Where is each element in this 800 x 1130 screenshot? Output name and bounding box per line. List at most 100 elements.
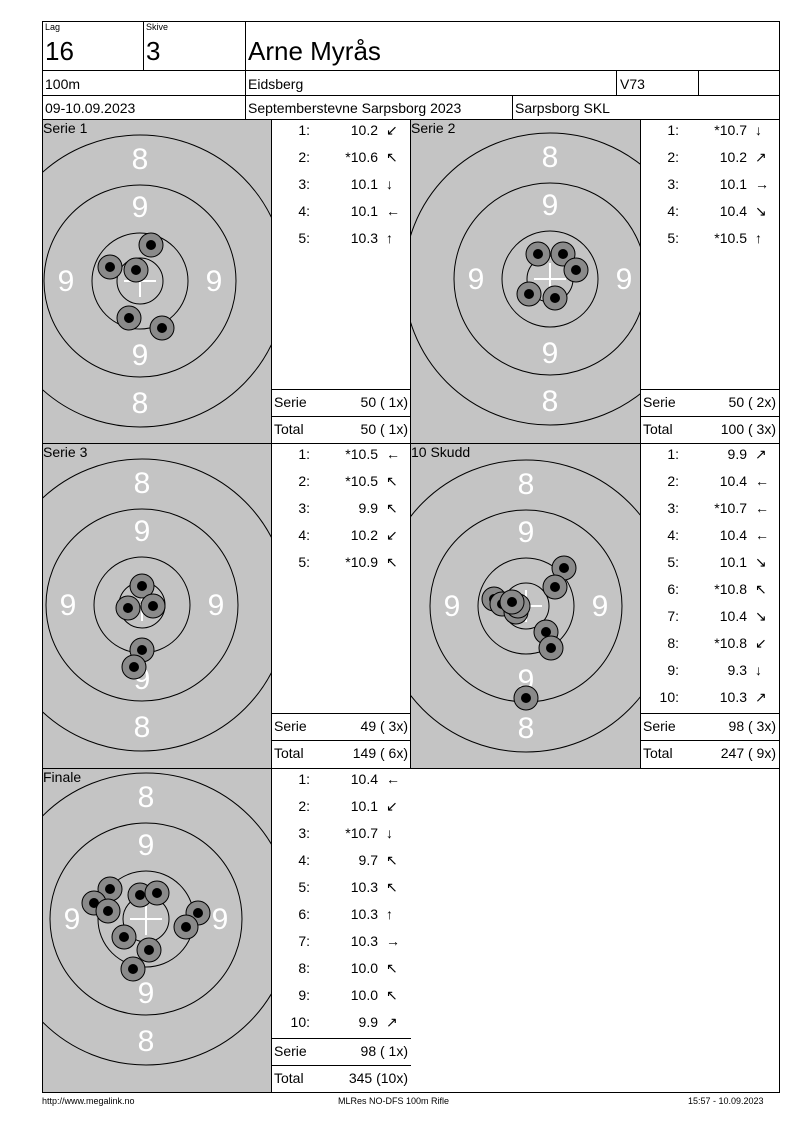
ring-inner	[477, 557, 575, 655]
shot-list-serie-3: 1: *10.5 ← 2: *10.5 ↖ 3: 9.9 ↖ 4: 10.2 ↙ 5: *10.9 ↖	[272, 444, 410, 713]
shot-number: 6:	[667, 581, 679, 597]
shot-score: 9.9	[358, 500, 378, 516]
shot-number: 9:	[667, 662, 679, 678]
shot-row: 3: *10.7 ↓	[272, 825, 410, 845]
shot-hit-marker	[120, 956, 146, 982]
shot-number: 1:	[298, 446, 310, 462]
shot-number: 9:	[298, 987, 310, 1003]
shot-score: 10.2	[350, 527, 378, 543]
total-value: 149 ( 6x)	[352, 745, 408, 761]
direction-arrow-icon: ←	[755, 500, 769, 516]
shot-number: 7:	[298, 933, 310, 949]
target-serie-2: 8 8 9 9 9 9 Serie 2	[411, 120, 640, 443]
shot-number: 1:	[298, 122, 310, 138]
shot-row: 5: 10.3 ↖	[272, 879, 410, 899]
direction-arrow-icon: ↖	[386, 473, 398, 489]
event-name: Septemberstevne Sarpsborg 2023	[248, 100, 462, 116]
shot-score: 10.3	[719, 689, 747, 705]
total-value: 345 (10x)	[348, 1070, 408, 1086]
shot-hit-marker	[136, 937, 162, 963]
ring-number: 9	[468, 263, 485, 296]
ring-number: 9	[58, 265, 75, 298]
target-serie-2-image: 8 8 9 9 9 9	[411, 132, 640, 426]
panel-title-serie-2: Serie 2	[411, 120, 456, 136]
ring-x	[116, 257, 164, 305]
shot-number: 8:	[298, 960, 310, 976]
shot-number: 2:	[298, 473, 310, 489]
shot-score: 10.4	[719, 473, 747, 489]
ring-number: 9	[208, 589, 225, 622]
ring-outer	[43, 134, 271, 428]
shot-row: 2: *10.6 ↖	[272, 149, 410, 169]
shot-number: 3:	[298, 176, 310, 192]
skive-label: Skive	[146, 22, 169, 32]
direction-arrow-icon: →	[386, 933, 400, 949]
shot-score: 9.3	[727, 662, 747, 678]
ring-mid	[49, 822, 243, 1016]
total-label: Total	[274, 745, 304, 761]
shot-row: 4: 10.2 ↙	[272, 527, 410, 547]
direction-arrow-icon: ←	[386, 446, 400, 462]
shot-row: 7: 10.3 →	[272, 933, 410, 953]
ring-number: 8	[134, 467, 151, 500]
ring-inner	[501, 230, 599, 328]
shot-score: *10.6	[345, 149, 378, 165]
ring-number: 9	[616, 263, 633, 296]
shot-score: 10.1	[719, 554, 747, 570]
target-serie-1-image: 8 8 9 9 9 9	[43, 134, 271, 428]
shot-hit-marker	[111, 924, 137, 950]
shot-hit-marker	[149, 315, 175, 341]
serie-value: 50 ( 2x)	[728, 394, 776, 410]
serie-label: Serie	[643, 394, 676, 410]
shot-score: 10.4	[719, 527, 747, 543]
footer-link[interactable]: http://www.megalink.no	[42, 1096, 135, 1106]
direction-arrow-icon: ↓	[386, 825, 393, 841]
serie-value: 49 ( 3x)	[360, 718, 408, 734]
shot-list-10-skudd: 1: 9.9 ↗ 2: 10.4 ← 3: *10.7 ← 4: 10.4 ← 5: 10.1 ↘ 6: *10…	[641, 444, 779, 713]
shot-hit-marker	[173, 914, 199, 940]
shot-score: 10.2	[350, 122, 378, 138]
shot-score: 10.4	[719, 203, 747, 219]
serie-label: Serie	[274, 1043, 307, 1059]
shot-hit-marker	[542, 574, 568, 600]
shot-row: 4: 10.4 ←	[641, 527, 779, 547]
shot-hit-marker	[525, 241, 551, 267]
direction-arrow-icon: ↗	[755, 446, 767, 462]
shot-number: 1:	[667, 446, 679, 462]
total-value: 50 ( 1x)	[360, 421, 408, 437]
event-dates: 09-10.09.2023	[45, 100, 136, 116]
direction-arrow-icon: ↙	[386, 798, 398, 814]
shot-number: 4:	[298, 852, 310, 868]
ring-number: 8	[542, 141, 559, 174]
shot-number: 5:	[667, 554, 679, 570]
shot-row: 6: *10.8 ↖	[641, 581, 779, 601]
shot-row: 10: 9.9 ↗	[272, 1014, 410, 1034]
shot-hit-marker	[516, 281, 542, 307]
shot-row: 3: 10.1 ↓	[272, 176, 410, 196]
shot-number: 7:	[667, 608, 679, 624]
direction-arrow-icon: ↓	[386, 176, 393, 192]
shot-row: 9: 10.0 ↖	[272, 987, 410, 1007]
ring-number: 9	[132, 191, 149, 224]
direction-arrow-icon: ↙	[386, 527, 398, 543]
shot-score: 10.1	[350, 798, 378, 814]
panel-title-serie-1: Serie 1	[43, 120, 88, 136]
ring-number: 8	[518, 468, 535, 501]
shot-score: 9.9	[358, 1014, 378, 1030]
shot-score: 10.1	[350, 176, 378, 192]
shot-row: 9: 9.3 ↓	[641, 662, 779, 682]
shot-hit-marker	[116, 305, 142, 331]
ring-number: 9	[60, 589, 77, 622]
ring-mid	[453, 182, 640, 376]
skive-value: 3	[146, 36, 161, 66]
shot-row: 2: 10.2 ↗	[641, 149, 779, 169]
shot-number: 10:	[659, 689, 679, 705]
shot-hit-marker	[140, 593, 166, 619]
shot-score: *10.9	[345, 554, 378, 570]
ring-number: 8	[518, 712, 535, 745]
direction-arrow-icon: ↗	[755, 689, 767, 705]
shooter-class: V73	[620, 76, 645, 92]
ring-number: 9	[542, 337, 559, 370]
